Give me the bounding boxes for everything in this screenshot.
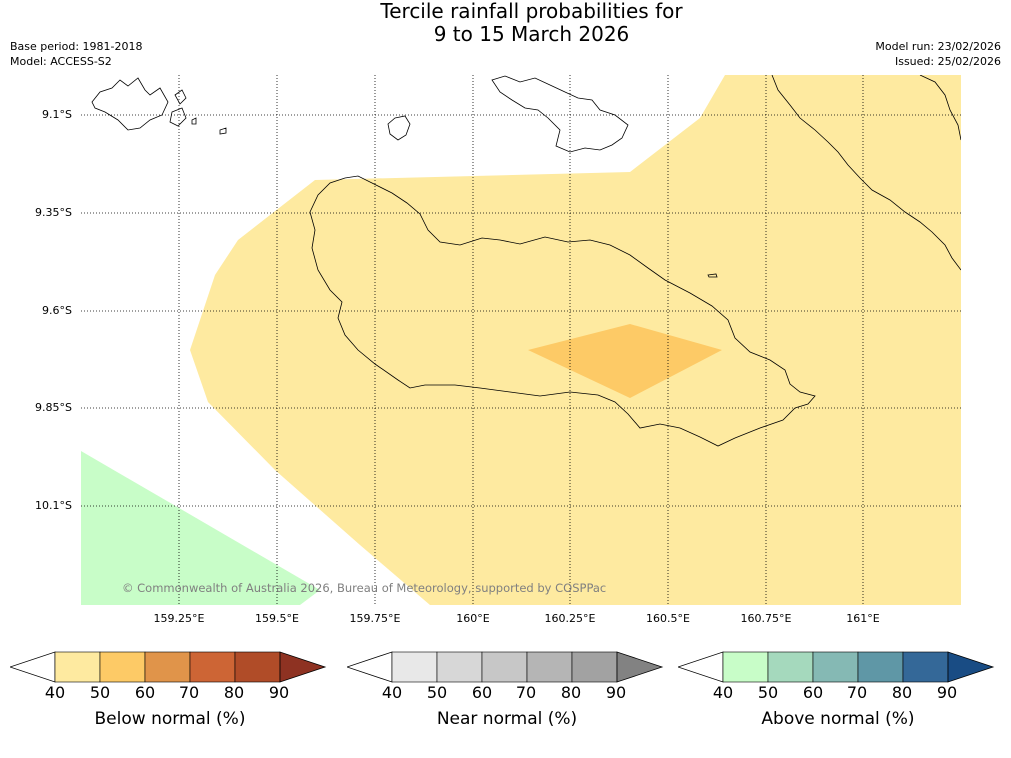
colorbar-swatch bbox=[857, 651, 904, 683]
model-run: Model run: 23/02/2026 bbox=[875, 40, 1001, 53]
colorbar-tick: 50 bbox=[426, 683, 448, 702]
lon-label: 160°E bbox=[456, 612, 490, 625]
above-normal-50-region bbox=[81, 451, 320, 605]
colorbar-swatches bbox=[10, 651, 327, 683]
title-line-1: Tercile rainfall probabilities for bbox=[380, 0, 683, 23]
colorbar-extend-low bbox=[347, 651, 393, 683]
colorbar-tick: 80 bbox=[891, 683, 913, 702]
colorbar-extend-high bbox=[279, 651, 327, 683]
lon-label: 160.5°E bbox=[646, 612, 690, 625]
colorbar-label: Near normal (%) bbox=[436, 709, 578, 729]
chart-title: Tercile rainfall probabilities for 9 to … bbox=[0, 0, 1011, 46]
colorbar-swatches bbox=[347, 651, 664, 683]
colorbar-tick: 70 bbox=[846, 683, 868, 702]
colorbar-swatch bbox=[767, 651, 814, 683]
colorbar-tick: 70 bbox=[178, 683, 200, 702]
colorbar-tick: 80 bbox=[223, 683, 245, 702]
colorbar-near-normal: 40 50 60 70 80 90 Near normal (%) bbox=[347, 650, 677, 750]
colorbar-below-normal: 40 50 60 70 80 90 Below normal (%) bbox=[10, 650, 340, 750]
north-west-islands-coast bbox=[91, 77, 227, 135]
colorbar-swatch bbox=[54, 651, 101, 683]
lon-label: 159.5°E bbox=[255, 612, 299, 625]
colorbar-swatch bbox=[571, 651, 618, 683]
lon-label: 160.25°E bbox=[544, 612, 596, 625]
colorbar-tick: 90 bbox=[936, 683, 958, 702]
colorbar-swatch bbox=[99, 651, 146, 683]
colorbar-tick: 40 bbox=[44, 683, 66, 702]
colorbar-swatch bbox=[234, 651, 281, 683]
lat-label: 9.1°S bbox=[42, 108, 72, 121]
colorbar-above-normal: 40 50 60 70 80 90 Above normal (%) bbox=[678, 650, 1008, 750]
lon-label: 161°E bbox=[846, 612, 880, 625]
lon-label: 159.25°E bbox=[153, 612, 205, 625]
colorbar-label: Below normal (%) bbox=[94, 709, 246, 729]
colorbar-swatch bbox=[526, 651, 573, 683]
map-canvas: © Commonwealth of Australia 2026, Bureau… bbox=[81, 75, 961, 605]
copyright-notice: © Commonwealth of Australia 2026, Bureau… bbox=[122, 581, 606, 595]
colorbar-tick: 90 bbox=[268, 683, 290, 702]
colorbar-swatch bbox=[481, 651, 528, 683]
colorbar-tick: 40 bbox=[712, 683, 734, 702]
issued-date: Issued: 25/02/2026 bbox=[894, 55, 1001, 68]
colorbar-extend-low bbox=[10, 651, 56, 683]
title-line-2: 9 to 15 March 2026 bbox=[433, 22, 630, 46]
colorbar-tick: 60 bbox=[471, 683, 493, 702]
coastlines bbox=[91, 75, 961, 447]
colorbar-extend-low bbox=[678, 651, 724, 683]
base-period: Base period: 1981-2018 bbox=[10, 40, 143, 53]
lon-label: 159.75°E bbox=[349, 612, 401, 625]
colorbar-swatches bbox=[678, 651, 995, 683]
colorbar-swatch bbox=[812, 651, 859, 683]
colorbar-tick: 60 bbox=[134, 683, 156, 702]
main-island-coast bbox=[309, 175, 816, 447]
graticule bbox=[81, 75, 961, 605]
colorbar-tick: 40 bbox=[381, 683, 403, 702]
lat-label: 9.85°S bbox=[35, 401, 72, 414]
model-name: Model: ACCESS-S2 bbox=[10, 55, 112, 68]
colorbar-swatch bbox=[436, 651, 483, 683]
round-island-coast bbox=[387, 115, 411, 141]
colorbar-swatch bbox=[144, 651, 191, 683]
lat-label: 9.6°S bbox=[42, 304, 72, 317]
colorbar-tick: 90 bbox=[605, 683, 627, 702]
colorbar-tick: 70 bbox=[515, 683, 537, 702]
north-central-islands-coast bbox=[491, 75, 629, 153]
lat-label: 9.35°S bbox=[35, 206, 72, 219]
below-normal-60-region bbox=[528, 324, 722, 398]
colorbar-tick: 80 bbox=[560, 683, 582, 702]
lon-label: 160.75°E bbox=[740, 612, 792, 625]
colorbar-extend-high bbox=[616, 651, 664, 683]
meta-left: Base period: 1981-2018 Model: ACCESS-S2 bbox=[10, 39, 142, 69]
colorbar-label: Above normal (%) bbox=[761, 709, 915, 729]
colorbar-tick: 60 bbox=[802, 683, 824, 702]
colorbar-swatch bbox=[189, 651, 236, 683]
meta-right: Model run: 23/02/2026 Issued: 25/02/2026 bbox=[875, 39, 1001, 69]
islet-coast bbox=[707, 273, 718, 278]
colorbar-swatch bbox=[722, 651, 769, 683]
east-island-coast bbox=[771, 75, 961, 271]
colorbar-swatch bbox=[391, 651, 438, 683]
colorbar-tick: 50 bbox=[89, 683, 111, 702]
colorbar-tick: 50 bbox=[757, 683, 779, 702]
colorbar-extend-high bbox=[947, 651, 995, 683]
colorbar-swatch bbox=[902, 651, 949, 683]
lat-label: 10.1°S bbox=[35, 499, 72, 512]
